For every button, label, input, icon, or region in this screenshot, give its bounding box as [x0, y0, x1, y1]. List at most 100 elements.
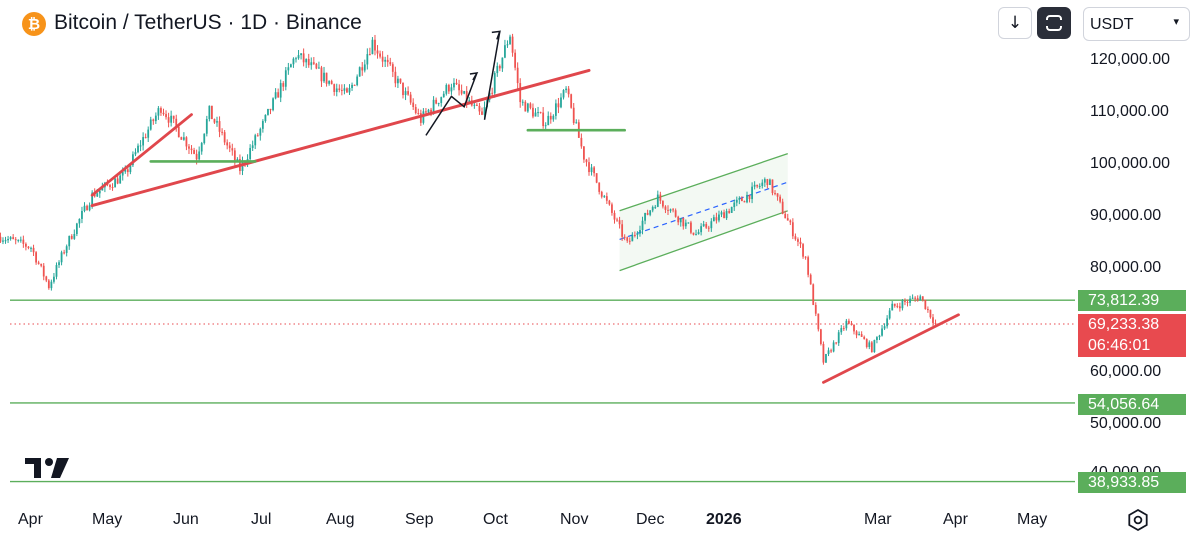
candle — [333, 83, 336, 96]
candle — [552, 114, 555, 122]
candle-body — [537, 112, 539, 114]
candle-countdown-badge: 06:46:01 — [1078, 335, 1186, 357]
candle — [756, 184, 759, 189]
candle-body — [697, 232, 700, 235]
candle-body — [353, 84, 356, 86]
candle — [577, 119, 580, 138]
candle-body — [794, 236, 797, 240]
download-button[interactable]: ↓ — [998, 7, 1032, 39]
currency-select[interactable]: USDT ▾ — [1083, 7, 1190, 41]
candle — [906, 299, 909, 307]
candle-body — [386, 59, 389, 63]
candle-body — [402, 82, 404, 96]
price-tick: 100,000.00 — [1090, 155, 1171, 172]
candle — [659, 191, 662, 204]
candle — [218, 116, 221, 138]
candle-body — [430, 109, 432, 113]
candle — [799, 237, 802, 248]
candle-body — [177, 126, 180, 138]
candle — [53, 273, 55, 284]
candle-body — [221, 131, 223, 133]
candle-body — [516, 67, 519, 84]
candle — [590, 163, 593, 176]
candle-body — [389, 62, 392, 65]
candle-body — [73, 233, 76, 239]
candle — [692, 232, 695, 236]
currency-label: USDT — [1090, 16, 1134, 33]
candle — [883, 323, 886, 331]
candle-body — [455, 82, 458, 85]
candle — [593, 166, 596, 177]
candle — [83, 202, 86, 213]
candle-body — [226, 142, 229, 146]
candle — [200, 141, 203, 155]
candle-body — [554, 103, 557, 116]
candle — [656, 190, 659, 208]
candle-body — [440, 97, 443, 104]
candle-body — [126, 169, 129, 173]
candle-body — [771, 179, 774, 194]
candle-body — [397, 78, 399, 84]
candle — [70, 234, 73, 240]
candle — [463, 90, 466, 95]
candle-body — [287, 67, 290, 71]
candle — [19, 236, 22, 243]
candle — [911, 294, 914, 300]
candle — [205, 115, 208, 137]
candle — [616, 217, 618, 222]
candle-body — [616, 219, 618, 221]
candle — [458, 79, 460, 96]
price-tick: 80,000.00 — [1090, 259, 1162, 276]
candle — [664, 205, 667, 214]
candle — [249, 144, 252, 162]
candle — [414, 104, 417, 115]
candle-body — [562, 90, 565, 98]
settings-icon[interactable] — [1126, 508, 1150, 532]
candle-body — [394, 71, 397, 84]
candle-body — [873, 339, 876, 353]
candle-body — [203, 133, 206, 144]
candle — [837, 329, 840, 346]
candle-body — [261, 121, 264, 129]
candle — [366, 48, 369, 70]
candle — [68, 235, 71, 250]
candle-body — [170, 115, 173, 123]
candle — [720, 210, 723, 218]
candle — [712, 214, 715, 222]
zigzag-projection — [425, 72, 478, 136]
candle-body — [707, 227, 710, 229]
candle-body — [504, 45, 506, 58]
fullscreen-button[interactable] — [1037, 7, 1071, 39]
candle-body — [144, 137, 147, 139]
candle-body — [180, 137, 183, 140]
candle — [766, 178, 769, 189]
candle — [409, 91, 412, 105]
candle-body — [101, 187, 104, 191]
candle — [904, 298, 906, 306]
candle-body — [147, 129, 150, 138]
candle — [608, 199, 611, 206]
candle-body — [557, 103, 560, 108]
candle-body — [2, 240, 4, 242]
candle-body — [639, 230, 641, 234]
candle — [929, 309, 932, 319]
candle-body — [318, 67, 320, 69]
candle — [728, 208, 731, 214]
candle — [381, 51, 384, 68]
candle — [50, 279, 53, 291]
candle-body — [460, 90, 463, 94]
candle-body — [325, 72, 328, 84]
candle — [710, 218, 713, 232]
candle-body — [119, 175, 122, 184]
candle — [399, 78, 402, 85]
candle — [177, 125, 180, 138]
candle — [769, 178, 771, 186]
candle-body — [911, 297, 914, 299]
candle-body — [483, 107, 486, 115]
candle — [481, 107, 483, 116]
candle-body — [86, 205, 88, 211]
candle-body — [12, 237, 15, 240]
candle — [751, 182, 753, 204]
symbol-title[interactable]: Bitcoin / TetherUS · 1D · Binance — [54, 11, 362, 34]
